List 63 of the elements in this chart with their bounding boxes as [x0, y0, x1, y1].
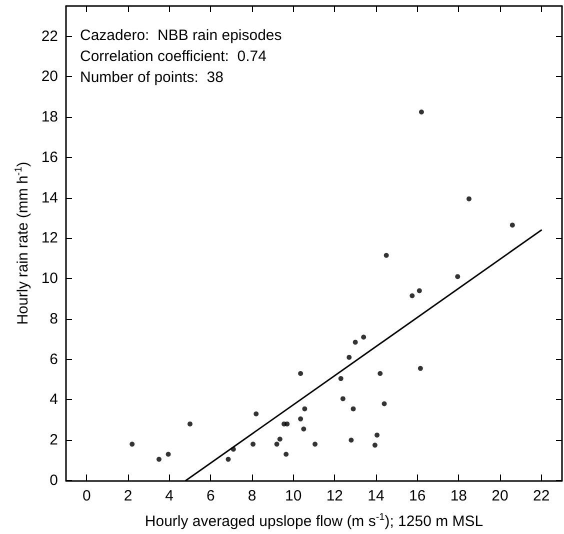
- point: [410, 293, 415, 298]
- point: [312, 442, 318, 447]
- y-tick-label: 2: [50, 432, 58, 449]
- point: [226, 456, 231, 462]
- point: [382, 401, 387, 406]
- point: [466, 196, 472, 202]
- point: [284, 452, 289, 457]
- y-tick-label: 10: [41, 270, 58, 288]
- annotation: Number of points: 38: [80, 69, 224, 86]
- y-tick-label: 16: [41, 148, 58, 166]
- x-tick-label: 16: [408, 488, 426, 504]
- point: [156, 456, 162, 462]
- point: [418, 110, 424, 115]
- annotation: Correlation coefficient: 0.74: [80, 48, 266, 65]
- point: [455, 274, 460, 280]
- point: [277, 436, 282, 442]
- x-tick-label: 6: [206, 488, 215, 504]
- point: [301, 426, 306, 432]
- y-tick-label: 22: [41, 28, 58, 45]
- x-tick-label: 2: [124, 488, 132, 504]
- point: [302, 406, 308, 412]
- point: [284, 421, 290, 426]
- y-tick-label: 12: [41, 230, 58, 247]
- point: [372, 442, 378, 448]
- point: [418, 366, 423, 371]
- point: [130, 442, 135, 447]
- point: [188, 421, 192, 426]
- x-tick-label: 22: [532, 488, 550, 504]
- point: [361, 334, 366, 340]
- point: [350, 406, 356, 412]
- point: [416, 288, 422, 294]
- point: [298, 416, 304, 422]
- y-tick-label: 14: [41, 189, 58, 206]
- point: [274, 442, 280, 447]
- point: [378, 370, 383, 376]
- point: [250, 442, 256, 447]
- point: [510, 222, 515, 228]
- x-tick-label: 4: [165, 488, 174, 504]
- point: [346, 354, 352, 360]
- point: [298, 370, 304, 376]
- point: [348, 438, 354, 443]
- point: [166, 452, 171, 457]
- x-tick-label: 8: [248, 488, 256, 504]
- point: [340, 396, 346, 402]
- x-tick-label: 0: [82, 488, 91, 504]
- annotation: Cazadero: NBB rain episodes: [80, 27, 282, 44]
- y-tick-label: 6: [50, 350, 58, 368]
- y-tick-label: 8: [50, 310, 58, 328]
- y-tick-label: 4: [50, 391, 58, 408]
- y-tick-label: 20: [41, 68, 58, 86]
- point: [352, 340, 358, 345]
- x-tick-label: 12: [326, 488, 344, 504]
- y-tick-label: 0: [50, 472, 58, 489]
- y-axis-title: Hourly rain rate (mm h-1): [13, 162, 32, 325]
- x-tick-label: 10: [284, 488, 302, 504]
- point: [374, 432, 380, 438]
- x-tick-label: 14: [368, 488, 384, 504]
- point: [254, 411, 259, 416]
- point: [384, 252, 389, 258]
- x-tick-label: 20: [492, 488, 508, 504]
- y-tick-label: 18: [41, 108, 58, 126]
- x-tick-label: 18: [450, 488, 468, 504]
- point: [338, 376, 344, 382]
